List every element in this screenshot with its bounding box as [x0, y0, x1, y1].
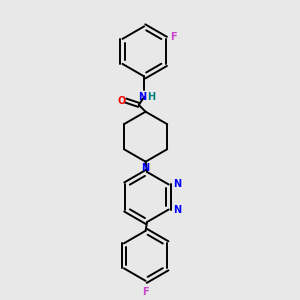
Text: H: H	[147, 92, 155, 102]
Text: F: F	[142, 287, 149, 297]
Text: N: N	[139, 92, 147, 102]
Text: N: N	[173, 179, 181, 189]
Text: N: N	[173, 205, 181, 215]
Text: N: N	[142, 163, 150, 173]
Text: F: F	[170, 32, 177, 42]
Text: O: O	[117, 95, 125, 106]
